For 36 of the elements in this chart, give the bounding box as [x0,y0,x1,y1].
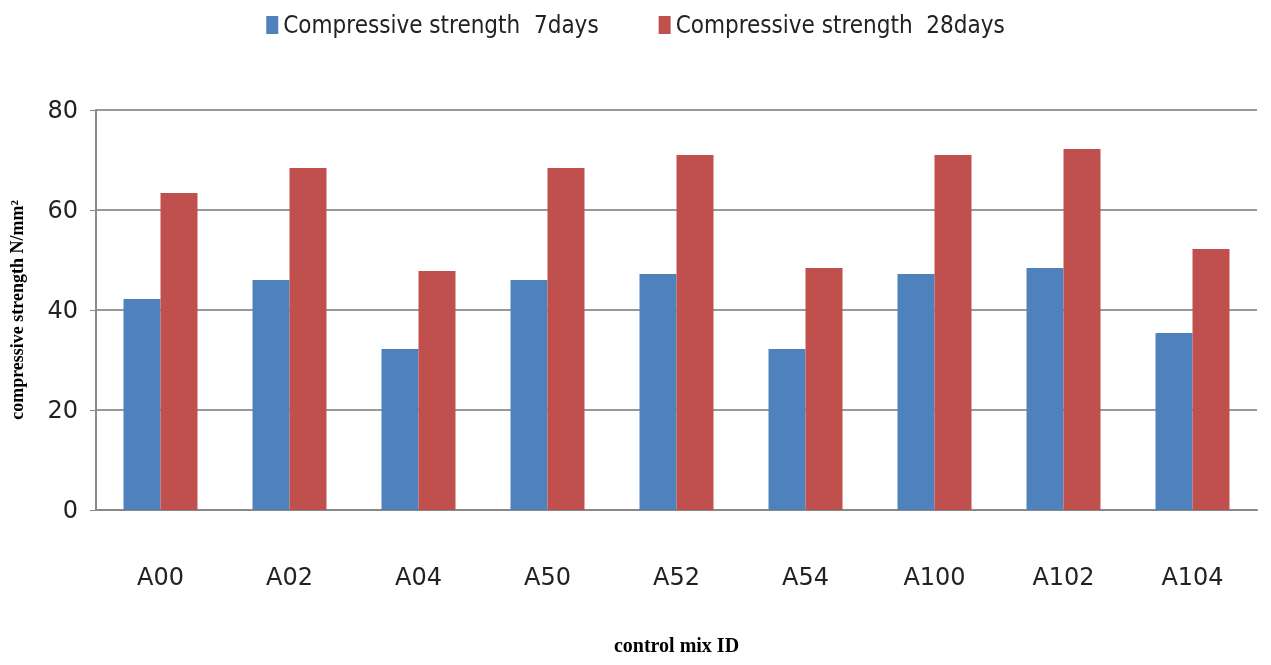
bar [547,168,585,510]
x-tick-label: A104 [1161,563,1224,591]
y-tick-label: 60 [47,196,78,224]
bar [897,274,935,510]
bar [805,268,843,510]
legend-label: Compressive strength 7days [283,11,599,39]
bar [381,349,419,510]
x-tick-label: A00 [137,563,184,591]
x-tick-label: A02 [266,563,313,591]
bar [639,274,677,510]
bar [289,168,327,510]
bar [1155,333,1193,510]
legend-label: Compressive strength 28days [675,11,1005,39]
y-tick-label: 20 [47,396,78,424]
bar [123,299,161,510]
y-tick-label: 40 [47,296,78,324]
x-tick-label: A102 [1032,563,1095,591]
y-tick-label: 80 [47,96,78,124]
bar [1063,149,1101,510]
bar [1026,268,1064,510]
y-tick-label: 0 [62,496,78,524]
bar [418,271,456,510]
bar [252,280,290,510]
bar [934,155,972,510]
bar [768,349,806,510]
y-axis-title: compressive strength N/mm² [7,200,27,420]
bar [676,155,714,510]
bar [510,280,548,510]
bar [1192,249,1230,510]
x-tick-label: A52 [653,563,700,591]
x-tick-label: A54 [782,563,829,591]
bar [160,193,198,510]
x-tick-label: A50 [524,563,571,591]
x-tick-label: A04 [395,563,442,591]
x-axis-title: control mix ID [613,634,740,656]
x-tick-label: A100 [903,563,966,591]
